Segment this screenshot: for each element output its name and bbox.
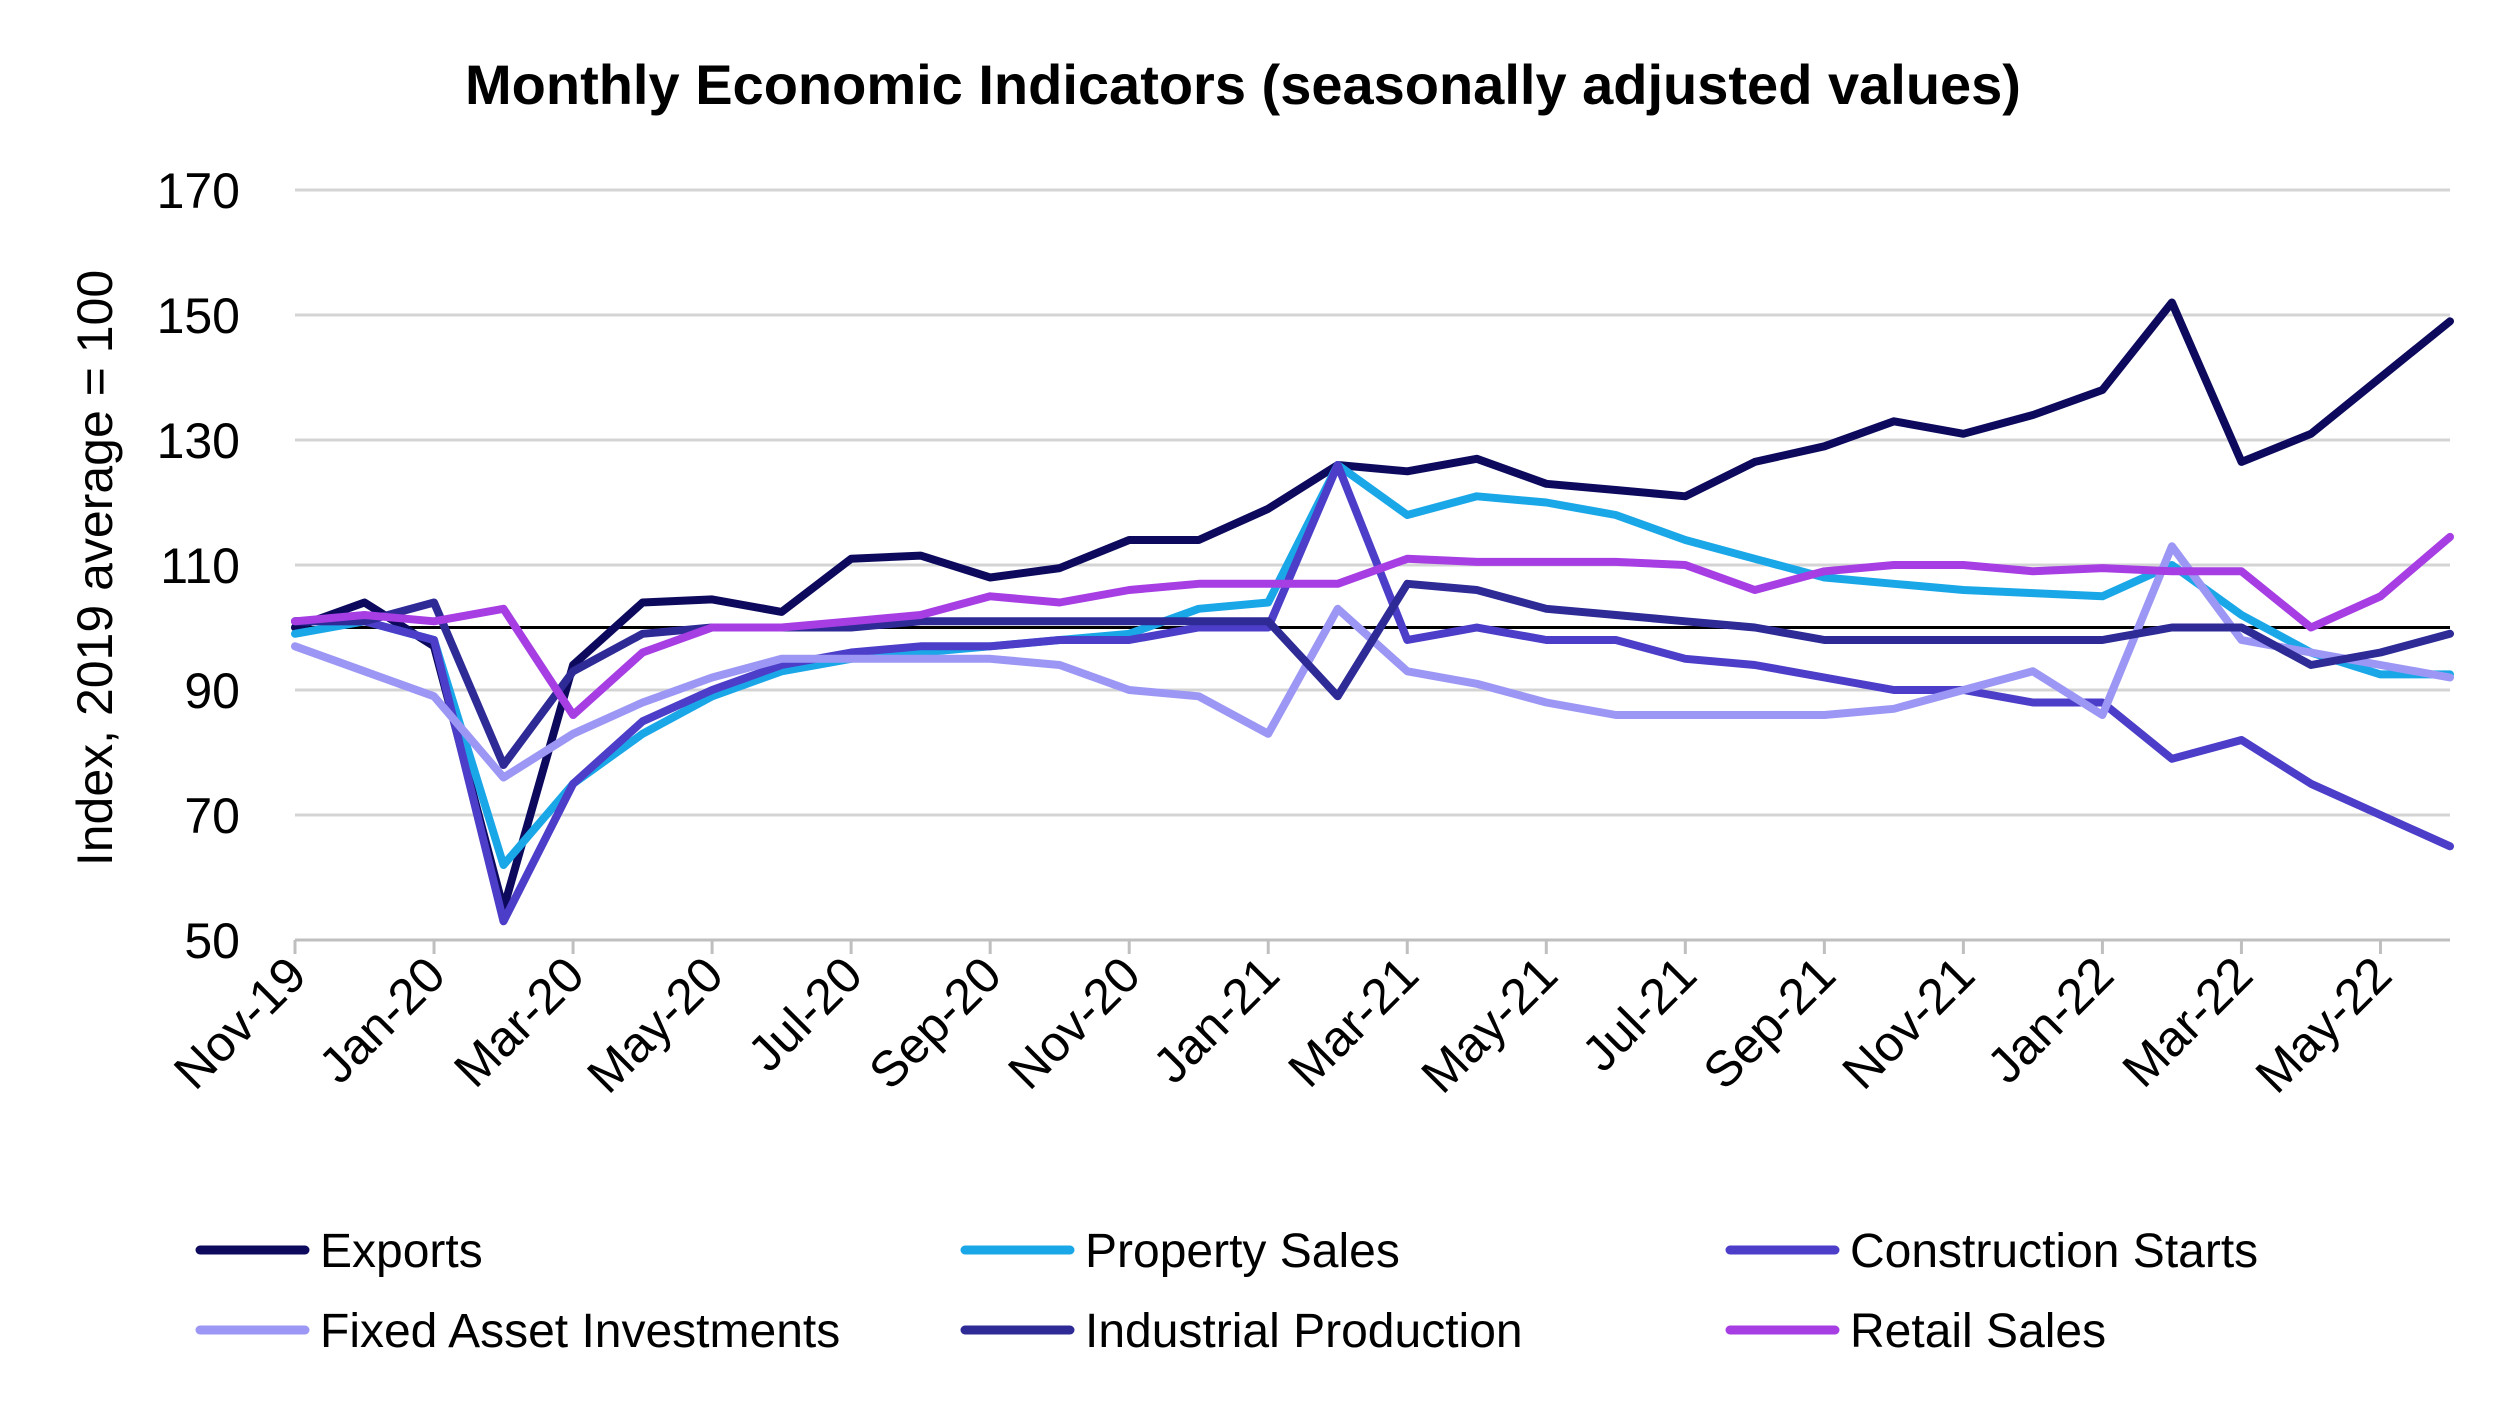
y-tick-label: 130 — [157, 413, 240, 469]
axes — [293, 626, 2450, 954]
y-tick-label: 170 — [157, 163, 240, 219]
x-tick-label: Jan-20 — [308, 946, 456, 1094]
y-tick-label: 70 — [184, 788, 240, 844]
series-line-property-sales — [291, 461, 2454, 869]
y-tick-labels: 50 70 90 110 130 150 170 — [157, 163, 240, 969]
legend-label: Exports — [320, 1225, 483, 1278]
legend-label: Construction Starts — [1850, 1225, 2258, 1278]
x-tick-label: May-20 — [576, 946, 733, 1103]
legend: Exports Property Sales Construction Starts… — [195, 1225, 2258, 1358]
x-tick-label: Nov-19 — [163, 946, 317, 1100]
x-tick-label: May-22 — [2245, 946, 2402, 1103]
y-tick-label: 110 — [160, 538, 240, 594]
series-line-exports — [291, 298, 2454, 913]
x-tick-label: Mar-21 — [1277, 946, 1429, 1098]
y-axis-label: Index, 2019 average = 100 — [67, 270, 123, 866]
x-tick-label: Jul-21 — [1571, 946, 1707, 1082]
series-line-retail-sales — [291, 532, 2454, 719]
series-line-construction-starts — [291, 461, 2454, 926]
y-tick-label: 50 — [184, 913, 240, 969]
x-tick-label: Mar-20 — [443, 946, 595, 1098]
x-tick-label: Jan-21 — [1142, 946, 1290, 1094]
x-tick-label: Sep-21 — [1693, 946, 1847, 1100]
x-tick-label: Jul-20 — [737, 946, 873, 1082]
x-tick-label: May-21 — [1411, 946, 1568, 1103]
x-tick-label: Sep-20 — [858, 946, 1012, 1100]
y-tick-label: 90 — [184, 663, 240, 719]
legend-label: Fixed Asset Investments — [320, 1305, 840, 1358]
grid-lines — [295, 188, 2450, 817]
series-lines — [291, 298, 2454, 926]
series-line-industrial-production — [291, 579, 2454, 769]
y-tick-label: 150 — [157, 288, 240, 344]
x-tick-label: Nov-21 — [1832, 946, 1986, 1100]
x-tick-label: Jan-22 — [1976, 946, 2124, 1094]
legend-label: Property Sales — [1085, 1225, 1400, 1278]
chart-title: Monthly Economic Indicators (seasonally … — [465, 53, 2021, 116]
x-tick-label: Mar-22 — [2112, 946, 2264, 1098]
legend-label: Retail Sales — [1850, 1305, 2106, 1358]
x-tick-label: Nov-20 — [997, 946, 1151, 1100]
legend-label: Industrial Production — [1085, 1305, 1523, 1358]
